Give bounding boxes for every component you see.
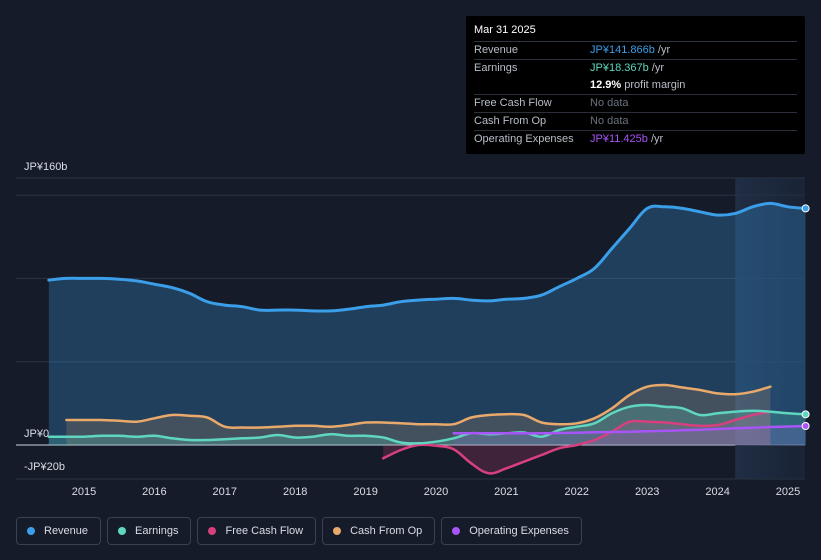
y-label-zero: JP¥0: [24, 428, 49, 440]
earnings-endpoint: [801, 410, 810, 419]
tooltip-row-fcf: Free Cash Flow No data: [474, 95, 797, 113]
legend-item-earnings[interactable]: Earnings: [107, 517, 192, 545]
x-tick-label: 2016: [142, 486, 166, 498]
x-tick-label: 2024: [705, 486, 729, 498]
x-tick-label: 2020: [424, 486, 448, 498]
legend-item-revenue[interactable]: Revenue: [16, 517, 102, 545]
tooltip-value: JP¥141.866b: [590, 44, 655, 56]
tooltip-unit: profit margin: [624, 79, 686, 91]
legend-label: Earnings: [135, 525, 179, 537]
x-tick-label: 2021: [494, 486, 518, 498]
legend-dot-icon: [27, 527, 35, 535]
tooltip-label: Revenue: [474, 44, 519, 56]
legend-item-operating-expenses[interactable]: Operating Expenses: [441, 517, 582, 545]
cash-from-op-area: [66, 384, 771, 445]
legend: Revenue Earnings Free Cash Flow Cash Fro…: [16, 517, 582, 545]
x-tick-label: 2017: [213, 486, 237, 498]
tooltip-row-earnings: Earnings JP¥18.367b /yr: [474, 60, 797, 77]
legend-dot-icon: [208, 527, 217, 535]
tooltip-label: Operating Expenses: [474, 133, 574, 145]
revenue-area: [48, 203, 806, 445]
tooltip-row-opex: Operating Expenses JP¥11.425b /yr: [474, 131, 797, 148]
x-axis-ticks: 2015 2016 2017 2018 2019 2020 2021 2022 2023 2024…: [72, 486, 800, 498]
cash-from-op-line: [65, 383, 772, 429]
tooltip-value: No data: [590, 115, 629, 127]
series-lines: [47, 201, 808, 475]
tooltip-label: Cash From Op: [474, 115, 547, 127]
y-label-top: JP¥160b: [24, 161, 67, 173]
operating-expenses-endpoint: [801, 422, 810, 431]
x-tick-label: 2023: [635, 486, 659, 498]
tooltip-label: Free Cash Flow: [474, 97, 552, 109]
legend-label: Free Cash Flow: [225, 525, 304, 537]
revenue-line: [47, 201, 808, 313]
legend-label: Cash From Op: [350, 525, 423, 537]
operating-expenses-area: [453, 426, 806, 445]
tooltip-value: JP¥18.367b: [590, 62, 649, 74]
tooltip-value: JP¥11.425b: [590, 133, 648, 145]
series-areas: [48, 203, 806, 474]
free-cash-flow-line: [381, 410, 772, 475]
legend-label: Revenue: [44, 525, 89, 537]
tooltip-unit: /yr: [650, 133, 664, 145]
tooltip-row-revenue: Revenue JP¥141.866b /yr: [474, 42, 797, 60]
tooltip-value: 12.9%: [590, 79, 622, 91]
x-tick-label: 2019: [353, 486, 377, 498]
x-tick-label: 2022: [565, 486, 589, 498]
x-tick-label: 2025: [776, 486, 800, 498]
tooltip-unit: /yr: [651, 62, 665, 74]
data-tooltip: Mar 31 2025 Revenue JP¥141.866b /yr Earn…: [466, 16, 805, 154]
x-tick-label: 2015: [72, 486, 96, 498]
tooltip-label: Earnings: [474, 62, 518, 74]
tooltip-unit: /yr: [657, 44, 671, 56]
tooltip-row-cfo: Cash From Op No data: [474, 113, 797, 131]
series-endpoints: [801, 204, 810, 431]
legend-dot-icon: [452, 527, 461, 535]
legend-item-cash-from-op[interactable]: Cash From Op: [322, 517, 436, 545]
revenue-endpoint: [801, 204, 810, 213]
tooltip-date: Mar 31 2025: [474, 24, 797, 42]
y-label-bottom: -JP¥20b: [24, 461, 65, 473]
tooltip-value: No data: [590, 97, 629, 109]
earnings-line: [47, 403, 807, 445]
legend-item-free-cash-flow[interactable]: Free Cash Flow: [197, 517, 317, 545]
chart: JP¥160b JP¥0 -JP¥20b 2015 2016 2017 2018 201…: [16, 161, 810, 498]
gridlines: [16, 177, 805, 480]
tooltip-row-margin: 12.9% profit margin: [474, 77, 797, 95]
legend-label: Operating Expenses: [469, 525, 569, 537]
legend-dot-icon: [118, 527, 127, 535]
tooltip-label: [474, 77, 590, 94]
earnings-area: [48, 405, 806, 445]
free-cash-flow-area: [383, 411, 771, 474]
legend-dot-icon: [333, 527, 342, 535]
x-tick-label: 2018: [283, 486, 307, 498]
operating-expenses-line: [452, 424, 807, 435]
